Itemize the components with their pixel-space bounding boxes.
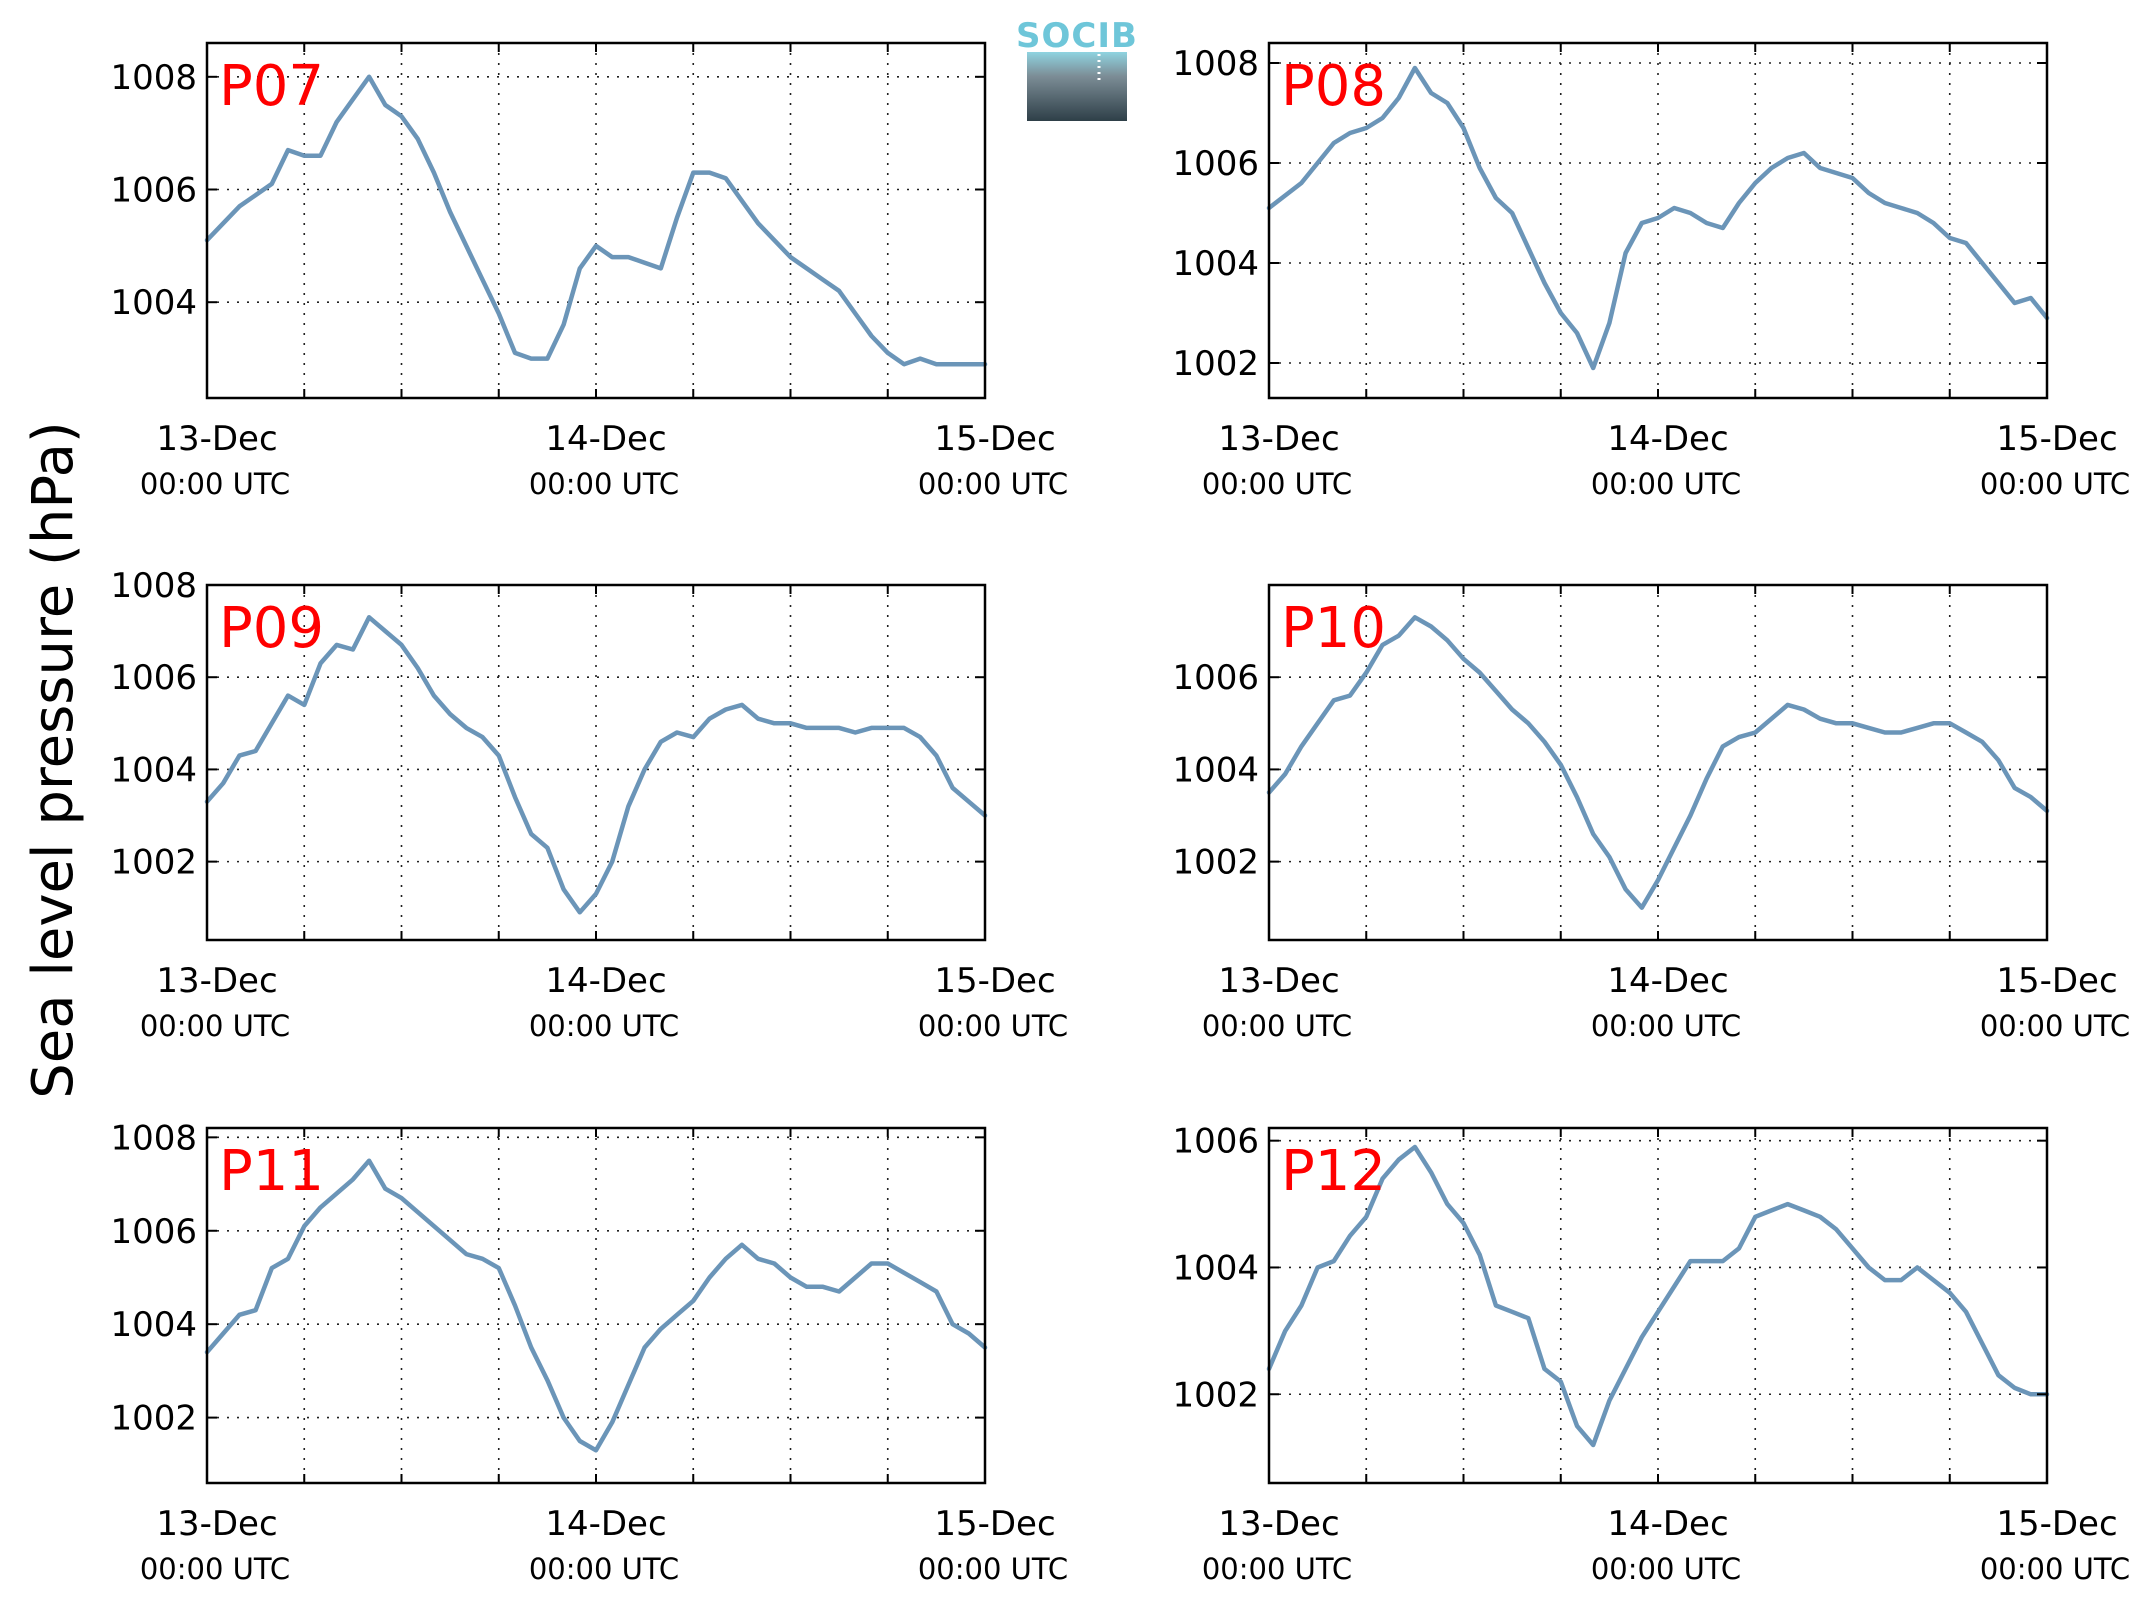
x-tick-time-label: 00:00 UTC — [140, 1552, 290, 1586]
panel-title: P11 — [219, 1139, 324, 1204]
y-axis-label: Sea level pressure (hPa) — [21, 421, 86, 1099]
pressure-line — [1266, 65, 2050, 371]
y-tick-label: 1004 — [1172, 750, 1259, 790]
panel-title: P12 — [1281, 1139, 1386, 1204]
socib-logo: SOCIB — [1016, 16, 1138, 121]
chart-panel-p10: 1002 1004 1006 13-Dec 00:00 UTC 14-Dec 00:00 U… — [1172, 583, 2130, 1043]
x-tick-time-label: 00:00 UTC — [918, 1009, 1068, 1043]
chart-panel-p07: 1004 1006 1008 13-Dec 00:00 UTC 14-Dec 00:00 U… — [110, 41, 1068, 501]
y-tick-label: 1002 — [110, 1399, 197, 1439]
x-tick-date-label: 15-Dec — [934, 1504, 1055, 1544]
x-tick-date-label: 15-Dec — [1996, 1504, 2117, 1544]
y-tick-label: 1008 — [110, 1118, 197, 1158]
y-tick-label: 1004 — [110, 1305, 197, 1345]
pressure-line — [1266, 615, 2050, 910]
x-tick-time-label: 00:00 UTC — [918, 1552, 1068, 1586]
pressure-line — [204, 615, 988, 915]
x-tick-date-label: 15-Dec — [1996, 419, 2117, 459]
x-tick-time-label: 00:00 UTC — [1202, 1552, 1352, 1586]
axes-frame — [205, 41, 987, 400]
x-tick-date-label: 15-Dec — [934, 419, 1055, 459]
axes-frame — [1267, 41, 2049, 400]
x-tick-date-label: 14-Dec — [1607, 961, 1728, 1001]
x-tick-time-label: 00:00 UTC — [1591, 1552, 1741, 1586]
x-tick-date-label: 15-Dec — [1996, 961, 2117, 1001]
chart-panel-p12: 1002 1004 1006 13-Dec 00:00 UTC 14-Dec 00:00 U… — [1172, 1122, 2130, 1586]
x-tick-date-label: 13-Dec — [156, 1504, 277, 1544]
x-tick-date-label: 13-Dec — [156, 419, 277, 459]
x-tick-time-label: 00:00 UTC — [140, 1009, 290, 1043]
y-tick-label: 1002 — [1172, 843, 1259, 883]
x-tick-time-label: 00:00 UTC — [1980, 1009, 2130, 1043]
pressure-line — [1266, 1144, 2050, 1448]
y-tick-label: 1006 — [1172, 658, 1259, 698]
y-tick-label: 1004 — [110, 750, 197, 790]
logo-text: SOCIB — [1016, 16, 1138, 56]
chart-panel-p09: 1002 1004 1006 1008 13-Dec 00:00 UTC 14-Dec 00:… — [110, 566, 1068, 1043]
pressure-line — [204, 1158, 988, 1453]
x-tick-time-label: 00:00 UTC — [529, 1009, 679, 1043]
x-tick-date-label: 13-Dec — [156, 961, 277, 1001]
x-tick-time-label: 00:00 UTC — [529, 467, 679, 501]
x-tick-date-label: 13-Dec — [1218, 1504, 1339, 1544]
y-tick-label: 1002 — [1172, 344, 1259, 384]
axes-frame — [1267, 1126, 2049, 1485]
chart-panel-p11: 1002 1004 1006 1008 13-Dec 00:00 UTC 14-Dec 00:… — [110, 1118, 1068, 1586]
x-tick-date-label: 13-Dec — [1218, 961, 1339, 1001]
panel-title: P09 — [219, 596, 324, 661]
panel-title: P10 — [1281, 596, 1386, 661]
y-tick-label: 1008 — [110, 566, 197, 606]
y-tick-label: 1004 — [1172, 1248, 1259, 1288]
panel-title: P07 — [219, 54, 324, 119]
y-tick-label: 1004 — [1172, 244, 1259, 284]
x-tick-date-label: 13-Dec — [1218, 419, 1339, 459]
y-tick-label: 1002 — [110, 843, 197, 883]
y-tick-label: 1006 — [110, 171, 197, 211]
panel-title: P08 — [1281, 54, 1386, 119]
axes-frame — [1267, 583, 2049, 942]
chart-panel-p08: 1002 1004 1006 1008 13-Dec 00:00 UTC 14-Dec 00:… — [1172, 41, 2130, 501]
x-tick-time-label: 00:00 UTC — [1202, 467, 1352, 501]
x-tick-date-label: 14-Dec — [1607, 419, 1728, 459]
logo-block — [1027, 52, 1127, 121]
x-tick-date-label: 14-Dec — [545, 961, 666, 1001]
y-tick-label: 1006 — [1172, 144, 1259, 184]
x-tick-date-label: 14-Dec — [545, 1504, 666, 1544]
x-tick-date-label: 14-Dec — [1607, 1504, 1728, 1544]
x-tick-time-label: 00:00 UTC — [1980, 1552, 2130, 1586]
x-tick-date-label: 14-Dec — [545, 419, 666, 459]
y-tick-label: 1004 — [110, 283, 197, 323]
y-tick-label: 1006 — [110, 1212, 197, 1252]
pressure-line — [204, 74, 988, 367]
x-tick-time-label: 00:00 UTC — [529, 1552, 679, 1586]
x-tick-time-label: 00:00 UTC — [918, 467, 1068, 501]
x-tick-time-label: 00:00 UTC — [140, 467, 290, 501]
x-tick-time-label: 00:00 UTC — [1202, 1009, 1352, 1043]
axes-frame — [205, 1126, 987, 1485]
y-tick-label: 1002 — [1172, 1375, 1259, 1415]
x-tick-date-label: 15-Dec — [934, 961, 1055, 1001]
y-tick-label: 1006 — [110, 658, 197, 698]
y-tick-label: 1006 — [1172, 1122, 1259, 1162]
x-tick-time-label: 00:00 UTC — [1591, 1009, 1741, 1043]
y-tick-label: 1008 — [1172, 44, 1259, 84]
x-tick-time-label: 00:00 UTC — [1980, 467, 2130, 501]
x-tick-time-label: 00:00 UTC — [1591, 467, 1741, 501]
y-tick-label: 1008 — [110, 58, 197, 98]
axes-frame — [205, 583, 987, 942]
